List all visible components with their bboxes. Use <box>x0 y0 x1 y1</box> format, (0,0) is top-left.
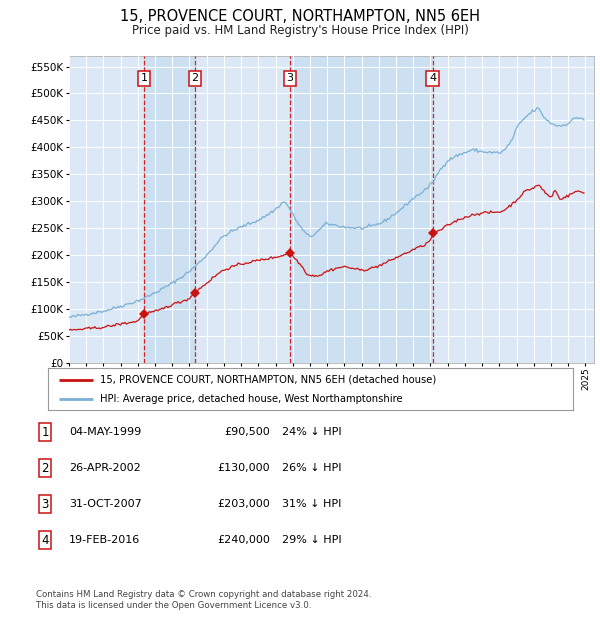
Text: Price paid vs. HM Land Registry's House Price Index (HPI): Price paid vs. HM Land Registry's House … <box>131 24 469 37</box>
Text: 15, PROVENCE COURT, NORTHAMPTON, NN5 6EH: 15, PROVENCE COURT, NORTHAMPTON, NN5 6EH <box>120 9 480 24</box>
Bar <box>290 56 433 363</box>
Text: 1: 1 <box>41 426 49 438</box>
Text: 31% ↓ HPI: 31% ↓ HPI <box>282 499 341 509</box>
Text: £130,000: £130,000 <box>217 463 270 473</box>
Text: 3: 3 <box>41 498 49 510</box>
Text: £90,500: £90,500 <box>224 427 270 437</box>
Text: 26-APR-2002: 26-APR-2002 <box>69 463 141 473</box>
Text: £240,000: £240,000 <box>217 535 270 545</box>
Text: 31-OCT-2007: 31-OCT-2007 <box>69 499 142 509</box>
Text: 4: 4 <box>41 534 49 546</box>
Text: 29% ↓ HPI: 29% ↓ HPI <box>282 535 341 545</box>
Text: 15, PROVENCE COURT, NORTHAMPTON, NN5 6EH (detached house): 15, PROVENCE COURT, NORTHAMPTON, NN5 6EH… <box>101 374 437 384</box>
Bar <box>144 56 195 363</box>
Text: 3: 3 <box>286 73 293 84</box>
Text: 04-MAY-1999: 04-MAY-1999 <box>69 427 141 437</box>
Text: £203,000: £203,000 <box>217 499 270 509</box>
Text: 4: 4 <box>429 73 436 84</box>
Text: 19-FEB-2016: 19-FEB-2016 <box>69 535 140 545</box>
Text: 2: 2 <box>191 73 199 84</box>
Text: 26% ↓ HPI: 26% ↓ HPI <box>282 463 341 473</box>
Text: 24% ↓ HPI: 24% ↓ HPI <box>282 427 341 437</box>
Text: 1: 1 <box>141 73 148 84</box>
Text: HPI: Average price, detached house, West Northamptonshire: HPI: Average price, detached house, West… <box>101 394 403 404</box>
Text: 2: 2 <box>41 462 49 474</box>
Text: Contains HM Land Registry data © Crown copyright and database right 2024.
This d: Contains HM Land Registry data © Crown c… <box>36 590 371 609</box>
